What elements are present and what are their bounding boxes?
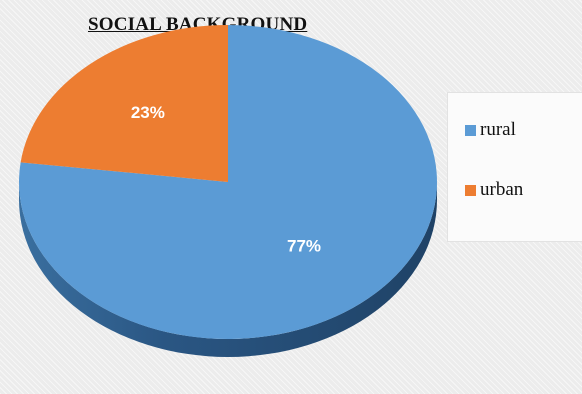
legend-swatch-rural — [465, 124, 476, 136]
data-label-urban: 23% — [131, 103, 165, 122]
pie-slice-rural — [18, 25, 437, 339]
pie-slices — [18, 25, 437, 339]
pie-labels: 77% 23% — [131, 103, 321, 255]
legend-item-urban: urban — [465, 179, 523, 201]
pie-slice-urban — [20, 25, 229, 182]
legend-swatch-urban — [465, 184, 476, 196]
legend-item-rural: rural — [465, 119, 516, 141]
legend-label-rural: rural — [480, 119, 516, 140]
legend-label-urban: urban — [480, 179, 524, 200]
legend: rural urban — [447, 92, 582, 242]
data-label-rural: 77% — [287, 236, 321, 255]
